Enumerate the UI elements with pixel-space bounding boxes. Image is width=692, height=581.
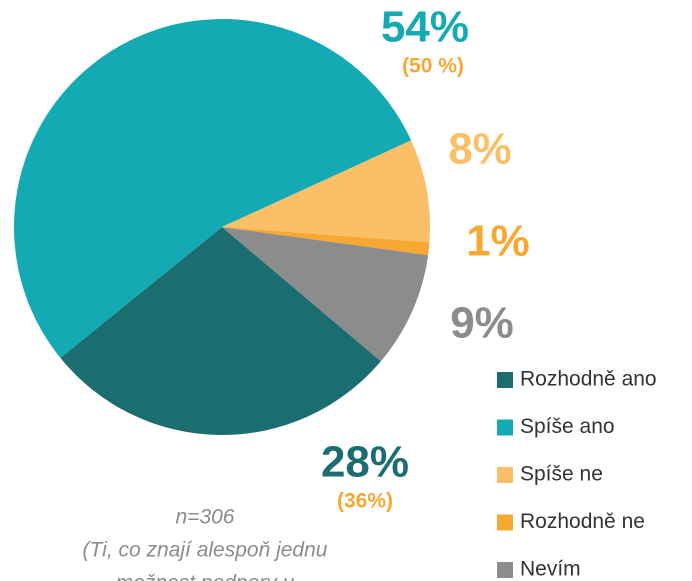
legend: Rozhodně ano Spíše ano Spíše ne Rozhodně ne… — [497, 368, 657, 581]
note: (Ti, co znají alespoň jednu — [83, 539, 328, 562]
pie — [14, 19, 430, 435]
legend-swatch — [497, 467, 513, 483]
legend-label: Rozhodně ne — [520, 510, 645, 533]
pie-slice — [14, 19, 412, 358]
data-label: 8% — [448, 125, 512, 174]
pie-slice — [222, 227, 430, 256]
pie-slice — [222, 140, 430, 243]
legend-swatch — [497, 562, 513, 578]
pie-slice — [222, 227, 429, 362]
pie-slice — [60, 227, 381, 435]
note: n=306 — [176, 506, 235, 529]
legend-label: Spíše ano — [520, 415, 615, 438]
legend-label: Nevím — [520, 558, 581, 581]
data-label: 28% — [321, 438, 409, 487]
legend-label: Spíše ne — [520, 463, 603, 486]
note: možnost podpory u — [116, 572, 295, 581]
data-label: 9% — [450, 299, 514, 348]
legend-swatch — [497, 372, 513, 388]
previous-label: (36%) — [337, 490, 393, 513]
data-label: 1% — [466, 217, 530, 266]
data-labels: 28% (36%) 54% (50 %) 8% 1% 9% — [321, 3, 530, 513]
previous-label: (50 %) — [402, 55, 464, 78]
legend-label: Rozhodně ano — [520, 368, 657, 391]
notes: n=306 (Ti, co znají alespoň jednu možnost … — [83, 506, 328, 581]
data-label: 54% — [381, 3, 469, 52]
legend-swatch — [497, 419, 513, 436]
legend-swatch — [497, 514, 513, 531]
